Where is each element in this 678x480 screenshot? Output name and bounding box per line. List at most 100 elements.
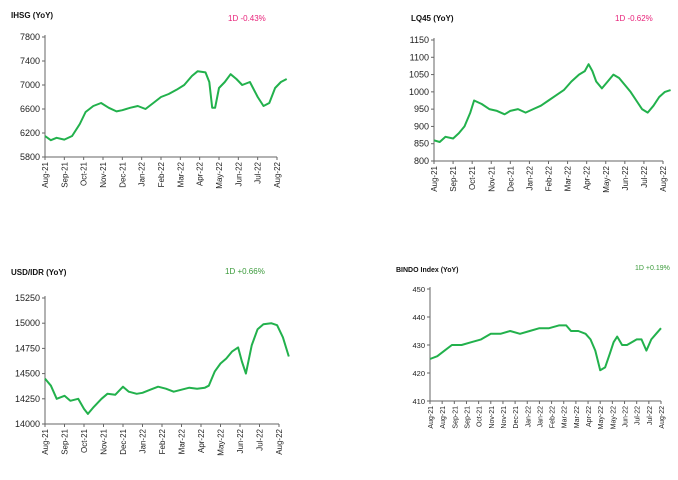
x-tick-label: Jan-22: [537, 406, 544, 428]
x-tick-label: Jul-22: [647, 406, 654, 425]
x-tick-label: Oct-21: [477, 406, 484, 427]
x-tick-label: Sep-21: [449, 165, 458, 191]
y-tick-label: 6200: [20, 128, 40, 138]
x-tick-label: Mar-22: [176, 161, 185, 187]
x-tick-label: Nov-21: [100, 428, 109, 454]
y-tick-label: 450: [412, 285, 425, 294]
x-tick-label: Aug-22: [273, 161, 282, 187]
x-tick-label: Apr-22: [197, 428, 206, 453]
x-tick-label: Apr-22: [586, 406, 593, 427]
y-tick-label: 15000: [15, 318, 40, 328]
series-line: [44, 70, 288, 142]
y-tick-label: 800: [414, 156, 429, 166]
x-tick-label: Aug-21: [430, 165, 439, 191]
x-tick-label: Dec-21: [118, 161, 127, 187]
x-tick-label: Oct-21: [468, 165, 477, 190]
x-tick-label: May-22: [598, 406, 605, 429]
y-tick-label: 420: [412, 369, 425, 378]
y-tick-label: 1050: [409, 70, 429, 80]
y-tick-label: 950: [414, 104, 429, 114]
x-tick-label: Feb-22: [157, 161, 166, 187]
x-tick-label: Nov-21: [99, 161, 108, 187]
y-tick-label: 1150: [410, 35, 429, 45]
x-tick-label: Mar-22: [562, 406, 569, 428]
chart-title: LQ45 (YoY): [411, 14, 454, 23]
x-tick-label: Nov-21: [487, 165, 496, 191]
lq45-chart: 800 850 900 950 1000 1050 1100 1150 Aug-21 Sep-21…: [409, 35, 671, 193]
series-line: [433, 63, 671, 143]
x-tick-label: Sep-21: [61, 428, 70, 454]
x-tick-label: Nov-21: [501, 406, 508, 429]
x-tick-label: Apr-22: [583, 165, 592, 190]
series-line: [44, 322, 290, 415]
x-tick-label: Dec-21: [513, 406, 520, 429]
x-tick-label: Feb-22: [545, 165, 554, 191]
x-tick-label: Jun-22: [621, 165, 630, 190]
x-tick-label: May-22: [602, 165, 611, 192]
series-line: [429, 324, 662, 372]
y-tick-label: 5800: [20, 152, 40, 162]
chart-title: USD/IDR (YoY): [11, 268, 67, 277]
x-tick-label: Feb-22: [158, 428, 167, 454]
x-tick-label: Jan-22: [525, 165, 534, 190]
y-tick-label: 14000: [15, 419, 40, 429]
x-tick-label: Jul-22: [640, 165, 649, 187]
x-tick-label: Nov-21: [489, 406, 496, 429]
y-tick-label: 15250: [15, 293, 40, 303]
y-tick-label: 7000: [20, 80, 40, 90]
x-tick-label: Sep-21: [464, 406, 471, 429]
y-tick-label: 7800: [20, 32, 40, 42]
chart-title: IHSG (YoY): [11, 11, 54, 20]
x-tick-label: Jul-22: [635, 406, 642, 425]
usdidr-chart: 14000 14250 14500 14750 15000 15250 Aug-21 Sep-…: [15, 293, 290, 456]
x-tick-label: Jan-22: [139, 428, 148, 453]
bindo-chart: 410 420 430 440 450 Aug-21 Aug-21 Sep-21 Sep-21 O…: [412, 285, 666, 429]
x-tick-label: May-22: [215, 161, 224, 188]
x-tick-label: Aug-22: [659, 165, 668, 191]
x-tick-label: Aug-21: [440, 406, 447, 429]
lq45-panel: LQ45 (YoY) 1D -0.62% 800 850 900 950 1000 105…: [339, 0, 678, 237]
x-tick-label: Dec-21: [506, 165, 515, 191]
x-tick-label: Aug-21: [428, 406, 435, 429]
daily-change: 1D +0.66%: [225, 267, 265, 276]
x-tick-label: Jan-22: [525, 406, 532, 428]
y-tick-label: 440: [412, 313, 425, 322]
x-tick-label: Aug-21: [41, 428, 50, 454]
ihsg-panel: IHSG (YoY) 1D -0.43% 5800 6200 6600 7000 740…: [0, 0, 339, 237]
x-tick-label: Oct-21: [80, 428, 89, 453]
x-tick-label: Aug-21: [41, 161, 50, 187]
daily-change: 1D -0.62%: [615, 14, 653, 23]
x-tick-label: May-22: [610, 406, 617, 429]
x-tick-label: Sep-21: [452, 406, 459, 429]
x-tick-label: Sep-21: [60, 161, 69, 187]
x-tick-label: Jun-22: [623, 406, 630, 428]
bindo-panel: BINDO Index (YoY) 1D +0.19% 410 420 430 440…: [339, 237, 678, 475]
x-tick-label: Mar-22: [574, 406, 581, 428]
y-tick-label: 1000: [409, 87, 429, 97]
x-tick-label: Dec-21: [119, 428, 128, 454]
chart-title: BINDO Index (YoY): [396, 267, 459, 274]
y-tick-label: 14750: [15, 343, 40, 353]
x-tick-label: Mar-22: [178, 428, 187, 454]
x-tick-label: Mar-22: [564, 165, 573, 191]
x-tick-label: Oct-21: [80, 161, 89, 186]
x-tick-label: Aug-22: [659, 406, 666, 429]
x-tick-label: Jul-22: [256, 428, 265, 450]
y-tick-label: 6600: [20, 104, 40, 114]
ihsg-chart: 5800 6200 6600 7000 7400 7800 Aug-21 Sep-21 Oct-…: [20, 32, 288, 189]
x-tick-label: May-22: [217, 428, 226, 455]
x-tick-label: Feb-22: [550, 406, 557, 428]
y-tick-label: 430: [412, 341, 425, 350]
y-tick-label: 900: [414, 121, 429, 131]
y-tick-label: 14500: [15, 369, 40, 379]
daily-change: 1D -0.43%: [228, 14, 266, 23]
x-tick-label: Apr-22: [196, 161, 205, 186]
x-tick-label: Aug-22: [275, 428, 284, 454]
y-tick-label: 850: [414, 139, 429, 149]
y-tick-label: 14250: [15, 394, 40, 404]
x-tick-label: Jun-22: [234, 161, 243, 186]
usdidr-panel: USD/IDR (YoY) 1D +0.66% 14000 14250 14500 1…: [0, 237, 339, 475]
y-tick-label: 7400: [20, 56, 40, 66]
x-tick-label: Jul-22: [254, 161, 263, 183]
daily-change: 1D +0.19%: [635, 265, 670, 272]
